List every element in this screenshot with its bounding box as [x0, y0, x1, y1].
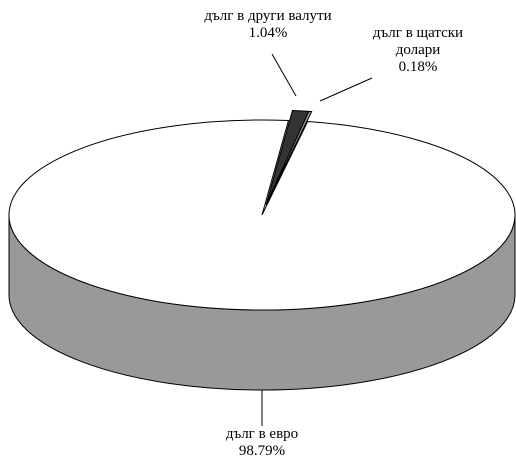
pie-slice: [265, 110, 313, 206]
value-label: 98.79%: [238, 443, 286, 459]
slice-label: дълг в други валути 1.04%: [168, 8, 368, 42]
value-label: 0.18%: [398, 59, 438, 75]
pie-slice: [8, 119, 516, 311]
category-label: дълг в евро: [225, 426, 299, 442]
leader-line: [319, 77, 373, 102]
slice-label: дълг в евро 98.79%: [162, 426, 362, 460]
category-label: дълг в щатски долари: [372, 25, 464, 58]
slice-label: дълг в щатски долари 0.18%: [363, 25, 473, 76]
category-label: дълг в други валути: [204, 8, 332, 24]
leader-line: [271, 53, 297, 97]
value-label: 1.04%: [248, 25, 288, 41]
